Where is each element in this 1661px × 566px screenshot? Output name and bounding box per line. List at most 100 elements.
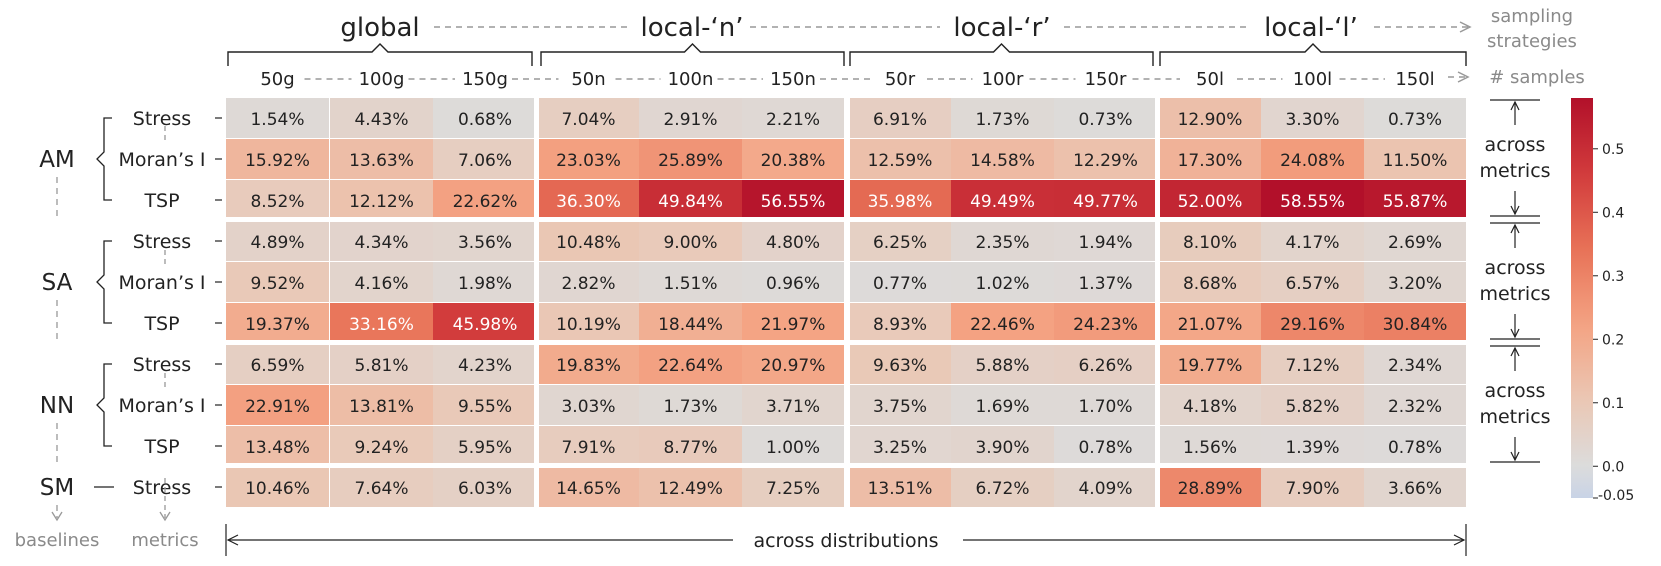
cell-label: 24.08% [1280, 151, 1345, 171]
cell-label: 36.30% [556, 192, 621, 212]
cell-label: 1.69% [975, 397, 1029, 417]
heatmap-cell [1159, 139, 1261, 179]
heatmap-cell [330, 180, 433, 220]
cell-label: 4.43% [354, 110, 408, 130]
cell-label: 1.70% [1078, 397, 1132, 417]
cell-label: 6.72% [975, 479, 1029, 499]
baseline-brace [96, 117, 112, 201]
sample-label: 100r [982, 69, 1024, 90]
colorbar-tick-label: 0.3 [1602, 269, 1624, 285]
heatmap-cell [639, 426, 742, 466]
heatmap-cell [1054, 180, 1157, 220]
heatmap-cell [226, 385, 329, 425]
cell-label: 1.73% [975, 110, 1029, 130]
heatmap-cells: 1.54% 4.43% 0.68% 7.04% 2.91% 2.21% 6.91% 1.73%… [224, 96, 1468, 510]
cell-label: 4.17% [1285, 233, 1339, 253]
heatmap-cell [1261, 303, 1364, 343]
heatmap-cell [433, 303, 537, 343]
cell-label: 45.98% [453, 315, 518, 335]
heatmap-cell [1054, 344, 1157, 384]
heatmap-cell [1159, 98, 1261, 138]
cell-label: 1.00% [766, 438, 820, 458]
heatmap-cell [330, 467, 433, 507]
heatmap-cell [538, 139, 639, 179]
cell-label: 7.06% [458, 151, 512, 171]
heatmap-cell [330, 98, 433, 138]
group-gap [845, 96, 850, 510]
colorbar-tick-label: -0.05 [1598, 488, 1634, 504]
heatmap-cell [951, 98, 1054, 138]
cell-label: 6.59% [250, 356, 304, 376]
sample-label: 100l [1293, 69, 1332, 90]
heatmap-cell [1364, 221, 1466, 261]
cell-label: 19.77% [1178, 356, 1243, 376]
cell-label: 3.25% [873, 438, 927, 458]
cell-label: 1.37% [1078, 274, 1132, 294]
cell-label: 29.16% [1280, 315, 1345, 335]
metric-label: TSP [143, 190, 179, 212]
metric-label: TSP [143, 436, 179, 458]
colorbar-tick-label: 0.2 [1602, 332, 1624, 348]
metric-label: Stress [133, 354, 191, 376]
cell-label: 2.32% [1388, 397, 1442, 417]
heatmap-cell [433, 385, 537, 425]
heatmap-cell [742, 385, 844, 425]
heatmap-cell [1364, 385, 1466, 425]
heatmap-cell [742, 221, 844, 261]
group-gap [224, 340, 1468, 345]
heatmap-cell [538, 303, 639, 343]
cell-label: 15.92% [245, 151, 310, 171]
sample-label: 100n [668, 69, 714, 90]
strategy-label-local-n: local-‘n’ [641, 13, 744, 43]
cell-label: 4.80% [766, 233, 820, 253]
metrics-label: metrics [131, 530, 198, 551]
colorbar-tick-label: 0.4 [1602, 205, 1624, 221]
colorbar [1571, 98, 1593, 498]
cell-label: 12.90% [1178, 110, 1243, 130]
heatmap-cell [226, 303, 329, 343]
heatmap-cell [1364, 180, 1466, 220]
cell-label: 49.84% [658, 192, 723, 212]
across-metrics-annotations: across metrics across metrics across metrics [1479, 99, 1551, 463]
colorbar-ticks: 0.5 0.4 0.3 0.2 0.1 0.0 -0.05 [1593, 142, 1634, 504]
strategy-braces [227, 43, 1467, 66]
cell-label: 7.91% [561, 438, 615, 458]
cell-label: 5.95% [458, 438, 512, 458]
strategy-brace [540, 43, 845, 66]
cell-label: 49.77% [1073, 192, 1138, 212]
group-gap [224, 217, 1468, 222]
group-gap [224, 463, 1468, 468]
cell-label: 13.48% [245, 438, 310, 458]
heatmap-cell [1261, 221, 1364, 261]
across-metrics-arrowhead [1510, 100, 1520, 111]
heatmap-cell [639, 262, 742, 302]
heatmap-cell [226, 139, 329, 179]
heatmap-cell [1261, 98, 1364, 138]
cell-label: 7.04% [561, 110, 615, 130]
heatmap-cell [330, 139, 433, 179]
heatmap-cell [1054, 467, 1157, 507]
cell-label: 6.03% [458, 479, 512, 499]
heatmap-cell [226, 221, 329, 261]
heatmap-cell [226, 426, 329, 466]
sample-label: 50l [1196, 69, 1224, 90]
baseline-label: AM [39, 147, 75, 173]
cell-label: 18.44% [658, 315, 723, 335]
heatmap-cell [849, 426, 951, 466]
metric-label: Stress [133, 108, 191, 130]
heatmap-cell [1261, 426, 1364, 466]
cell-label: 4.89% [250, 233, 304, 253]
cell-label: 49.49% [970, 192, 1035, 212]
sample-label: 150n [770, 69, 816, 90]
baselines-arrowhead [51, 511, 63, 522]
cell-label: 6.26% [1078, 356, 1132, 376]
colorbar-tick-label: 0.1 [1602, 396, 1624, 412]
heatmap-cell [1364, 139, 1466, 179]
cell-label: 3.75% [873, 397, 927, 417]
cell-label: 0.77% [873, 274, 927, 294]
heatmap-cell [1364, 303, 1466, 343]
heatmap-cell [951, 180, 1054, 220]
heatmap-cell [433, 221, 537, 261]
strategy-brace [227, 43, 533, 66]
strategy-label-global: global [340, 13, 419, 43]
